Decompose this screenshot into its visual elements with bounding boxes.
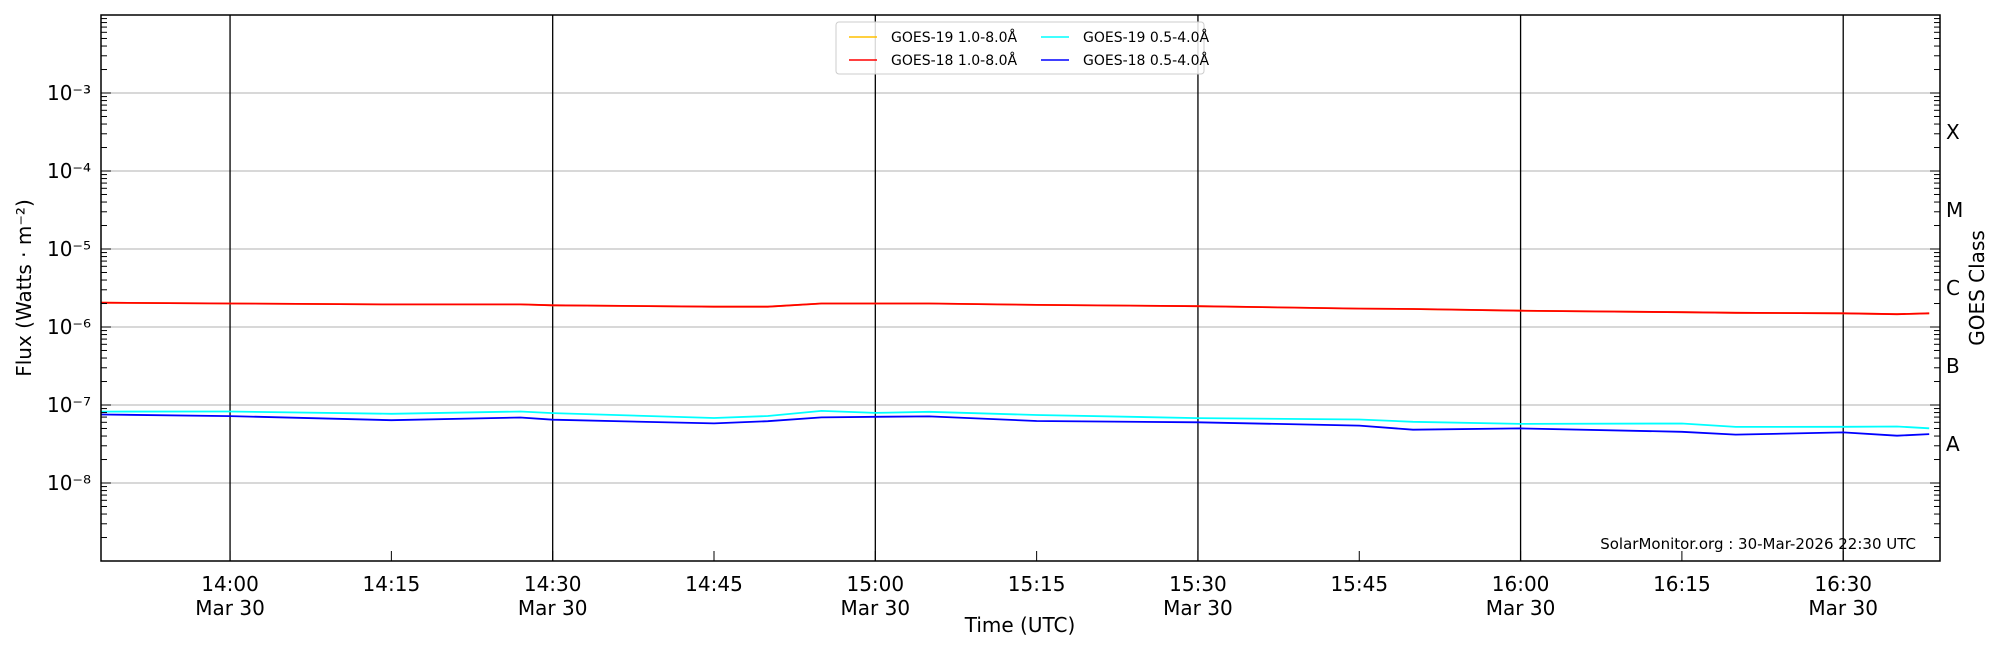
x-tick-date-label: Mar 30 — [195, 596, 265, 620]
y-tick-label: 10⁻⁴ — [47, 159, 91, 183]
y-tick-label: 10⁻⁷ — [47, 393, 91, 417]
y-tick-label: 10⁻⁵ — [47, 237, 91, 261]
x-tick-label: 14:45 — [685, 572, 743, 596]
x-tick-label: 15:30 — [1169, 572, 1227, 596]
x-tick-date-label: Mar 30 — [1163, 596, 1233, 620]
legend: GOES-19 1.0-8.0Å GOES-18 1.0-8.0Å GOES-19 … — [835, 21, 1209, 75]
y-tick-label: 10⁻⁶ — [47, 315, 91, 339]
legend-label: GOES-18 0.5-4.0Å — [1083, 52, 1209, 69]
y-axis-label: Flux (Watts · m⁻²) — [12, 199, 36, 377]
legend-box — [835, 21, 1205, 75]
legend-label: GOES-19 1.0-8.0Å — [891, 29, 1017, 46]
x-tick-label: 16:00 — [1492, 572, 1550, 596]
series-line-goes-18-0-5-4-0- — [100, 413, 1930, 437]
x-tick-label: 15:15 — [1008, 572, 1066, 596]
y-tick-label: 10⁻⁸ — [47, 471, 91, 495]
plot-frame — [100, 14, 1941, 562]
x-axis-label: Time (UTC) — [964, 613, 1076, 637]
goes-class-label-b: B — [1946, 354, 1960, 378]
x-tick-label: 16:30 — [1814, 572, 1872, 596]
y-axis-right-label: GOES Class — [1965, 230, 1989, 346]
goes-class-label-c: C — [1946, 276, 1960, 300]
y-tick-label: 10⁻³ — [47, 81, 91, 105]
x-tick-date-label: Mar 30 — [518, 596, 588, 620]
x-tick-label: 15:00 — [846, 572, 904, 596]
goes-class-label-a: A — [1946, 432, 1960, 456]
x-tick-date-label: Mar 30 — [841, 596, 911, 620]
x-tick-date-label: Mar 30 — [1486, 596, 1556, 620]
series-lines — [100, 301, 1930, 437]
x-tick-date-label: Mar 30 — [1808, 596, 1878, 620]
series-line-goes-19-0-5-4-0- — [100, 409, 1930, 430]
goes-class-label-x: X — [1946, 120, 1960, 144]
series-line-goes-18-1-0-8-0- — [100, 301, 1930, 316]
x-tick-label: 15:45 — [1330, 572, 1388, 596]
x-tick-label: 14:30 — [524, 572, 582, 596]
x-tick-label: 16:15 — [1653, 572, 1711, 596]
goes-class-label-m: M — [1946, 198, 1963, 222]
legend-label: GOES-18 1.0-8.0Å — [891, 52, 1017, 69]
source-annotation: SolarMonitor.org : 30-Mar-2026 22:30 UTC — [1600, 535, 1916, 553]
x-tick-label: 14:15 — [363, 572, 421, 596]
grid-lines — [101, 15, 1940, 561]
x-tick-label: 14:00 — [201, 572, 259, 596]
legend-label: GOES-19 0.5-4.0Å — [1083, 29, 1209, 46]
